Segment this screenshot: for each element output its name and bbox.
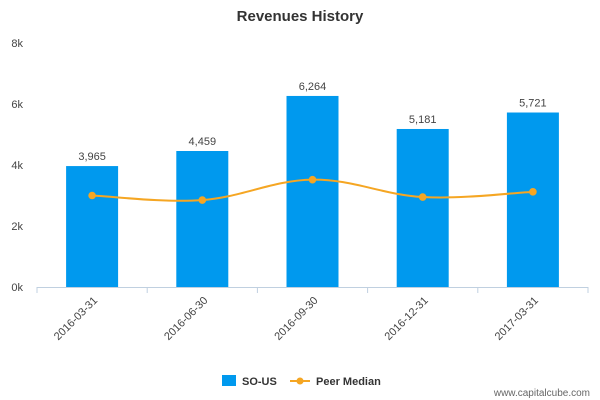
bar-data-label: 3,965	[78, 151, 106, 163]
bar-data-label: 4,459	[189, 136, 217, 148]
peer-median-point	[198, 196, 207, 204]
watermark: www.capitalcube.com	[493, 388, 590, 399]
x-tick-label: 2016-09-30	[272, 295, 320, 343]
x-tick-label: 2016-12-31	[383, 295, 431, 343]
y-tick-label: 0k	[11, 282, 23, 294]
line-series	[88, 175, 537, 204]
bar-data-label: 6,264	[299, 81, 327, 93]
legend-swatch-bar	[222, 375, 236, 386]
peer-median-point	[308, 175, 317, 184]
y-axis: 0k 2k 4k 6k 8k	[11, 38, 23, 294]
peer-median-point	[88, 191, 96, 200]
peer-median-point	[529, 188, 537, 196]
chart-title: Revenues History	[237, 8, 364, 25]
y-tick-label: 6k	[11, 99, 23, 111]
legend-swatch-marker	[296, 377, 304, 385]
bar-data-label: 5,721	[519, 98, 547, 110]
peer-median-point	[418, 193, 427, 201]
y-tick-label: 4k	[11, 160, 23, 172]
bar	[286, 95, 339, 287]
bar	[66, 166, 119, 287]
x-tick-label: 2016-06-30	[162, 295, 210, 343]
bar-series	[66, 95, 559, 288]
bar-data-labels: 3,965 4,459 6,264 5,181 5,721	[78, 81, 546, 163]
bar-data-label: 5,181	[409, 114, 437, 126]
y-tick-label: 2k	[11, 221, 23, 233]
legend-label-peer-median: Peer Median	[316, 376, 381, 388]
x-tick-label: 2017-03-31	[493, 295, 541, 343]
y-tick-label: 8k	[11, 38, 23, 50]
legend: SO-US Peer Median	[222, 375, 381, 388]
bar	[396, 128, 449, 287]
legend-label-so-us: SO-US	[242, 376, 277, 388]
x-axis: 2016-03-31 2016-06-30 2016-09-30 2016-12-31…	[36, 287, 589, 343]
bar	[176, 151, 229, 287]
x-tick-label: 2016-03-31	[52, 295, 100, 343]
bar	[506, 112, 559, 288]
